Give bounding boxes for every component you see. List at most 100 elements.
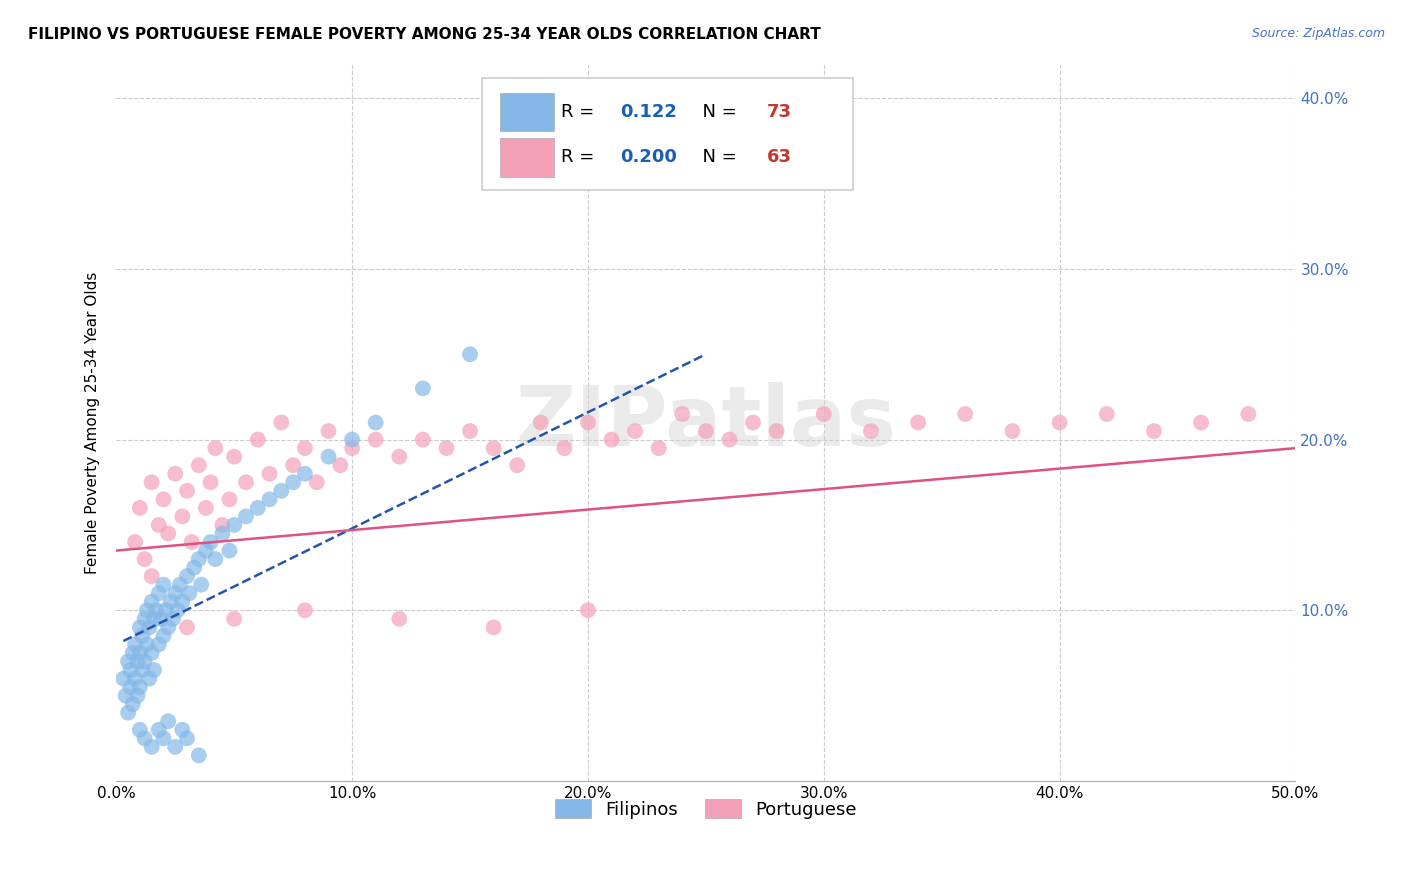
Point	[121, 646, 143, 660]
Point	[136, 603, 159, 617]
FancyBboxPatch shape	[482, 78, 853, 189]
Point	[718, 433, 741, 447]
Point	[204, 441, 226, 455]
Point	[364, 433, 387, 447]
Point	[458, 347, 481, 361]
Point	[148, 723, 170, 737]
Point	[165, 467, 187, 481]
Point	[482, 441, 505, 455]
Point	[530, 416, 553, 430]
Point	[576, 416, 599, 430]
Point	[176, 569, 198, 583]
Point	[128, 646, 150, 660]
Point	[388, 450, 411, 464]
Point	[127, 689, 149, 703]
Point	[190, 577, 212, 591]
Point	[211, 518, 233, 533]
Point	[218, 492, 240, 507]
Point	[318, 450, 340, 464]
Point	[128, 620, 150, 634]
Point	[218, 543, 240, 558]
Point	[742, 416, 765, 430]
Text: 63: 63	[768, 148, 792, 166]
Point	[340, 433, 363, 447]
Point	[671, 407, 693, 421]
Point	[112, 672, 135, 686]
Point	[162, 612, 184, 626]
Point	[134, 552, 156, 566]
Point	[121, 697, 143, 711]
Point	[955, 407, 977, 421]
Point	[172, 509, 194, 524]
Point	[183, 560, 205, 574]
Point	[1189, 416, 1212, 430]
Point	[169, 577, 191, 591]
Point	[412, 433, 434, 447]
Point	[259, 492, 281, 507]
Point	[157, 526, 180, 541]
Point	[436, 441, 458, 455]
Point	[157, 714, 180, 729]
Point	[172, 723, 194, 737]
Point	[204, 552, 226, 566]
Point	[152, 577, 174, 591]
Point	[141, 475, 163, 490]
Point	[281, 475, 304, 490]
Point	[211, 526, 233, 541]
Point	[136, 637, 159, 651]
Point	[576, 603, 599, 617]
Text: 0.122: 0.122	[620, 103, 676, 121]
Point	[765, 424, 787, 438]
Point	[187, 748, 209, 763]
Point	[134, 731, 156, 746]
Point	[159, 595, 181, 609]
Point	[224, 518, 246, 533]
Text: 0.200: 0.200	[620, 148, 676, 166]
Text: ZIPatlas: ZIPatlas	[516, 382, 897, 463]
Point	[458, 424, 481, 438]
Point	[194, 543, 217, 558]
Point	[176, 483, 198, 498]
Point	[859, 424, 882, 438]
Point	[124, 637, 146, 651]
Point	[200, 475, 222, 490]
Point	[157, 620, 180, 634]
Point	[124, 535, 146, 549]
FancyBboxPatch shape	[499, 138, 554, 177]
Point	[553, 441, 575, 455]
Point	[148, 586, 170, 600]
Point	[120, 663, 142, 677]
Point	[143, 612, 166, 626]
Point	[647, 441, 669, 455]
Point	[1237, 407, 1260, 421]
Text: FILIPINO VS PORTUGUESE FEMALE POVERTY AMONG 25-34 YEAR OLDS CORRELATION CHART: FILIPINO VS PORTUGUESE FEMALE POVERTY AM…	[28, 27, 821, 42]
Point	[224, 612, 246, 626]
Point	[165, 586, 187, 600]
Text: Source: ZipAtlas.com: Source: ZipAtlas.com	[1251, 27, 1385, 40]
Text: N =: N =	[690, 148, 742, 166]
Point	[141, 595, 163, 609]
Point	[270, 483, 292, 498]
Point	[155, 603, 177, 617]
Y-axis label: Female Poverty Among 25-34 Year Olds: Female Poverty Among 25-34 Year Olds	[86, 271, 100, 574]
Point	[600, 433, 623, 447]
Point	[141, 569, 163, 583]
Point	[166, 603, 188, 617]
Point	[143, 663, 166, 677]
Point	[152, 731, 174, 746]
Point	[150, 612, 173, 626]
Text: N =: N =	[690, 103, 742, 121]
Point	[148, 518, 170, 533]
Point	[187, 552, 209, 566]
Point	[506, 458, 529, 473]
Point	[172, 595, 194, 609]
Point	[152, 492, 174, 507]
Point	[482, 620, 505, 634]
Point	[1001, 424, 1024, 438]
Point	[235, 509, 257, 524]
Point	[624, 424, 647, 438]
Point	[294, 603, 316, 617]
Point	[235, 475, 257, 490]
Point	[134, 612, 156, 626]
Text: 73: 73	[768, 103, 792, 121]
